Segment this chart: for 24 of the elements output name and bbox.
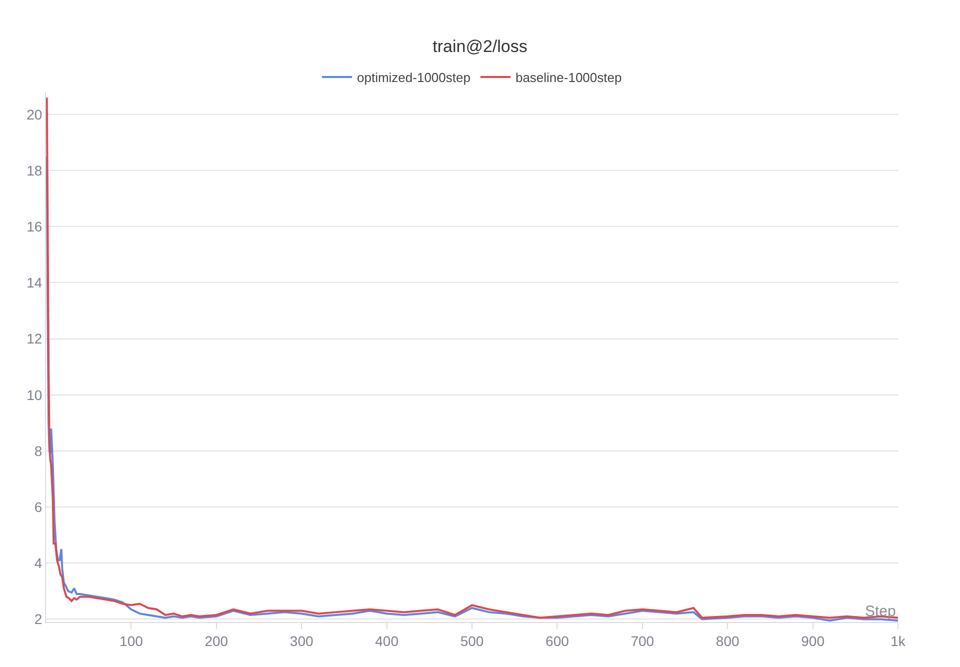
y-tick-label: 10 (26, 386, 42, 403)
x-axis-title: Step (865, 603, 896, 620)
legend-label: baseline-1000step (515, 70, 622, 86)
y-tick-label: 4 (34, 555, 42, 572)
y-tick-label: 2 (34, 611, 42, 628)
chart-title: train@2/loss (432, 36, 528, 56)
y-tick-label: 16 (26, 218, 42, 234)
x-tick-label: 100 (120, 632, 144, 649)
x-tick-label: 1k (890, 632, 906, 649)
x-tick-label: 500 (460, 632, 484, 649)
x-tick-label: 700 (630, 632, 654, 649)
y-tick-label: 14 (26, 274, 42, 291)
y-tick-label: 8 (34, 442, 42, 459)
x-tick-label: 900 (801, 632, 825, 649)
x-tick-label: 600 (546, 632, 570, 649)
legend-label: optimized-1000step (357, 70, 470, 86)
x-tick-label: 800 (716, 632, 740, 649)
x-tick-label: 200 (204, 632, 228, 649)
y-tick-label: 12 (26, 330, 42, 347)
y-tick-label: 18 (26, 162, 42, 178)
y-tick-label: 20 (26, 106, 42, 122)
x-tick-label: 400 (375, 632, 399, 649)
y-tick-label: 6 (34, 498, 42, 515)
x-tick-label: 300 (290, 632, 314, 649)
